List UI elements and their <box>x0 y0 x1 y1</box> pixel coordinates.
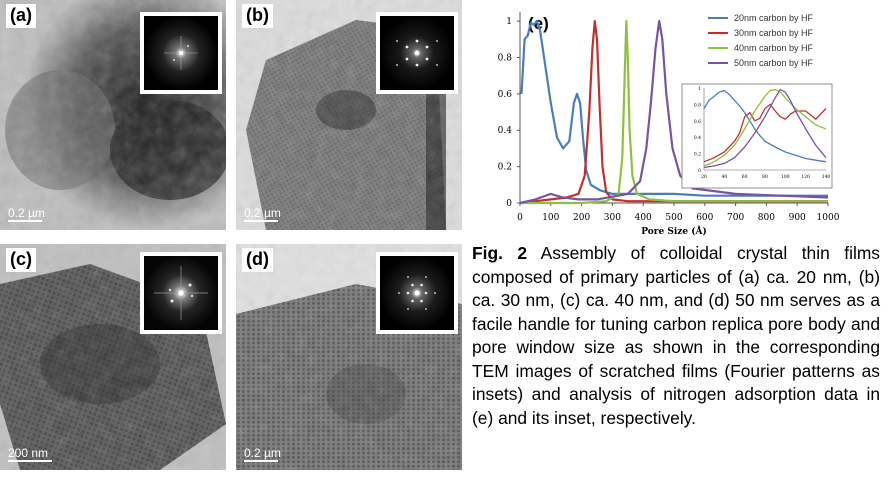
inset-x-tick-label: 140 <box>822 174 831 180</box>
scale-label-b: 0.2 µm <box>244 206 281 220</box>
legend-label-1: 20nm carbon by HF <box>734 13 814 23</box>
x-tick-label: 400 <box>635 213 652 223</box>
legend-label-2: 30nm carbon by HF <box>734 28 814 38</box>
x-tick-label: 800 <box>758 213 775 223</box>
inset-y-tick-label: 0.6 <box>694 119 701 125</box>
figure-caption: Fig. 2 Assembly of colloidal crystal thi… <box>472 242 880 430</box>
inset-x-tick-label: 120 <box>801 174 810 180</box>
tem-panel-c: (c) 200 nm <box>0 244 226 470</box>
pore-size-chart: 00.20.40.60.810 100 200 300 400 500 600 700 800 9… <box>498 12 840 237</box>
fourier-inset-a <box>140 12 222 94</box>
fourier-pattern-d <box>380 256 454 330</box>
caption-label: Fig. 2 <box>472 243 528 263</box>
legend-label-4: 50nm carbon by HF <box>734 58 814 68</box>
panel-label-a: (a) <box>6 4 36 28</box>
scale-bar-d: 0.2 µm <box>244 447 281 462</box>
x-tick-label: 0 <box>517 213 523 223</box>
x-tick-label: 500 <box>665 213 682 223</box>
inset-y-tick-label: 0 <box>698 168 701 174</box>
inset-frame <box>681 83 833 189</box>
x-tick-label: 300 <box>604 213 621 223</box>
x-tick-label: 900 <box>789 213 806 223</box>
tem-panel-d: (d) 0.2 µm <box>236 244 462 470</box>
inset-y-tick-label: 1 <box>698 86 701 92</box>
y-tick-label: 0.8 <box>498 53 513 63</box>
scale-label-d: 0.2 µm <box>244 446 281 460</box>
panel-label-b: (b) <box>242 4 273 28</box>
inset-series-line-3 <box>703 88 827 167</box>
x-tick-label: 700 <box>727 213 744 223</box>
series-line-1 <box>520 20 828 197</box>
panel-label-d: (d) <box>242 248 273 272</box>
fourier-pattern-b <box>380 16 454 90</box>
fourier-pattern-c <box>144 256 218 330</box>
scale-bar-line-b <box>244 220 278 222</box>
y-tick-label: 0 <box>506 199 512 209</box>
inset-x-tick-label: 100 <box>781 174 790 180</box>
inset-x-tick-label: 40 <box>721 174 727 180</box>
scale-bar-c: 200 nm <box>8 447 52 462</box>
inset-series-line-4 <box>703 88 827 169</box>
x-axis-label: Pore Size (Å) <box>641 225 707 237</box>
series-line-4 <box>519 20 829 205</box>
scale-bar-line-d <box>244 460 278 462</box>
fourier-inset-b <box>376 12 458 94</box>
fourier-inset-d <box>376 252 458 334</box>
inset-y-tick-label: 0.8 <box>694 102 701 108</box>
y-tick-label: 0.4 <box>498 126 513 136</box>
legend-label-3: 40nm carbon by HF <box>734 43 814 53</box>
panel-label-c: (c) <box>6 248 36 272</box>
x-tick-label: 600 <box>696 213 713 223</box>
y-tick-label: 0.2 <box>498 163 512 173</box>
tem-panel-b: (b) 0.2 µm <box>236 0 462 230</box>
x-tick-label: 200 <box>573 213 590 223</box>
scale-label-a: 0.2 µm <box>8 206 45 220</box>
fourier-pattern-a <box>144 16 218 90</box>
tem-panel-a: (a) 0.2 µm <box>0 0 226 230</box>
y-tick-label: 1 <box>506 17 512 27</box>
inset-x-tick-label: 60 <box>742 174 748 180</box>
scale-label-c: 200 nm <box>8 446 49 460</box>
inset-x-tick-label: 80 <box>762 174 768 180</box>
series-line-3 <box>520 20 828 205</box>
tem-image-c <box>0 244 226 470</box>
inset-y-tick-label: 0.2 <box>694 152 701 158</box>
inset-x-tick-label: 20 <box>701 174 707 180</box>
inset-y-tick-label: 0.4 <box>694 135 701 141</box>
fourier-inset-c <box>140 252 222 334</box>
tem-image-d <box>236 244 462 470</box>
scale-bar-line-a <box>8 220 42 222</box>
scale-bar-line-c <box>8 460 52 462</box>
caption-text: Assembly of colloidal crystal thin films… <box>472 243 881 428</box>
scale-bar-a: 0.2 µm <box>8 207 45 222</box>
y-tick-label: 0.6 <box>498 90 513 100</box>
x-tick-label: 1000 <box>817 213 840 223</box>
scale-bar-b: 0.2 µm <box>244 207 281 222</box>
x-tick-label: 100 <box>542 213 559 223</box>
